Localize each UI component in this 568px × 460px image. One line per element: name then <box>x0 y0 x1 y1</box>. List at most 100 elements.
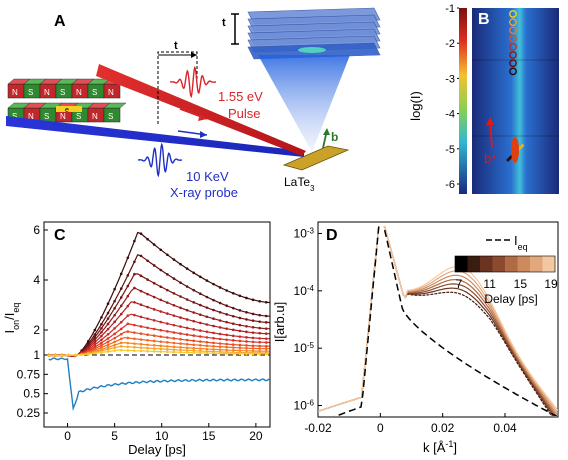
c-series-point <box>113 340 116 344</box>
c-series-point <box>212 317 215 320</box>
c-series-point <box>133 272 136 276</box>
c-series-point <box>139 349 143 353</box>
d-xtick-label: -0.02 <box>304 421 332 435</box>
c-series-point <box>139 315 143 319</box>
c-series-point <box>172 337 176 340</box>
c-series-point <box>67 353 70 357</box>
plot-c-ylabel: Ion/Ieq <box>2 303 21 334</box>
d-colorbar-tick: 15 <box>514 277 528 291</box>
c-series-point <box>199 303 202 307</box>
c-series-point <box>133 337 136 341</box>
c-series-point <box>212 298 215 302</box>
c-series-point <box>172 350 176 354</box>
c-series-point <box>133 331 136 334</box>
c-series-point <box>231 328 235 332</box>
c-series-point <box>218 337 222 341</box>
c-series-point <box>205 347 209 351</box>
c-series-point <box>238 323 242 327</box>
c-series-point <box>152 308 156 311</box>
c-series-point <box>225 289 228 292</box>
c-series-line <box>48 231 270 358</box>
c-series-point <box>119 287 123 290</box>
c-series-point <box>119 348 123 352</box>
c-series-point <box>133 323 136 327</box>
c-series-point <box>47 354 51 357</box>
c-series-point <box>113 349 116 352</box>
c-series-point <box>152 281 156 285</box>
colorbar-tick-label: -5 <box>445 144 455 156</box>
c-series-point <box>264 327 268 330</box>
c-series-point <box>218 310 222 314</box>
c-series-point <box>185 349 189 352</box>
d-ytick-label: 10-3 <box>294 226 315 241</box>
c-series-point <box>73 353 77 357</box>
trajectory-circle <box>509 10 517 18</box>
c-series-point <box>113 287 116 291</box>
stack-t-label: t <box>222 17 226 29</box>
pump-beam <box>96 64 306 156</box>
c-series-point <box>218 345 222 349</box>
c-series-point <box>113 327 116 330</box>
c-series-point <box>139 289 143 293</box>
c-xtick-label: 0 <box>64 429 71 443</box>
magnet-pole-label: N <box>28 112 34 121</box>
c-series-point <box>166 253 169 257</box>
c-series-point <box>146 317 149 320</box>
c-series-point <box>100 322 103 326</box>
c-series-point <box>159 310 163 313</box>
c-series-point <box>152 319 156 322</box>
d-ytick-label: 10-6 <box>294 398 315 413</box>
c-series-point <box>199 351 202 355</box>
c-series-point <box>166 341 169 344</box>
c-series-point <box>146 349 149 353</box>
c-series-point <box>264 341 268 344</box>
c-series-point <box>192 343 196 347</box>
c-series-point <box>218 319 222 322</box>
c-series-point <box>192 346 196 350</box>
c-series-point <box>251 336 255 340</box>
c-series-point <box>218 348 222 352</box>
c-xtick-label: 15 <box>202 429 216 443</box>
c-series-point <box>205 336 209 339</box>
c-series-point <box>225 320 228 324</box>
undulator: N S N S N S N S N S N S N Se <box>7 78 127 123</box>
c-series-point <box>159 335 163 338</box>
d-colorbar-cell <box>517 256 531 272</box>
c-series-point <box>146 338 149 342</box>
c-series-point <box>258 352 261 356</box>
c-series-point <box>231 291 235 295</box>
spot-trace-point <box>520 144 524 148</box>
c-ytick-label: 1 <box>33 348 40 362</box>
c-series-point <box>251 298 255 302</box>
c-ytick-label: 4 <box>33 273 40 287</box>
c-series-point <box>258 344 261 348</box>
c-series-point <box>179 281 182 284</box>
c-series-point <box>152 347 156 350</box>
c-series-point <box>86 339 90 343</box>
c-series-point <box>126 304 130 308</box>
magnet-pole-label: N <box>92 112 98 121</box>
c-series-point <box>60 354 64 357</box>
colorbar-tick-label: -1 <box>445 3 455 15</box>
c-series-point <box>119 320 123 324</box>
c-series-point <box>212 324 215 328</box>
c-series-point <box>126 349 130 352</box>
c-series-point <box>258 347 261 350</box>
plot-d-ylabel: I[arb.u] <box>272 302 287 342</box>
c-series-point <box>205 295 209 299</box>
c-series-point <box>231 322 235 326</box>
c-series-point <box>100 327 103 330</box>
c-series-point <box>172 331 176 334</box>
c-series-point <box>146 343 149 347</box>
c-series-point <box>113 307 116 310</box>
c-series-point <box>126 322 130 326</box>
c-series-point <box>179 325 182 328</box>
c-series-point <box>93 335 97 339</box>
c-series-point <box>113 332 116 336</box>
c-series-point <box>199 292 202 296</box>
magnet-top <box>103 102 127 109</box>
colorbar-tick-label: -3 <box>445 73 455 85</box>
magnet-pole-label: N <box>60 112 66 121</box>
c-series-point <box>152 264 156 267</box>
d-colorbar-frame <box>454 255 556 273</box>
